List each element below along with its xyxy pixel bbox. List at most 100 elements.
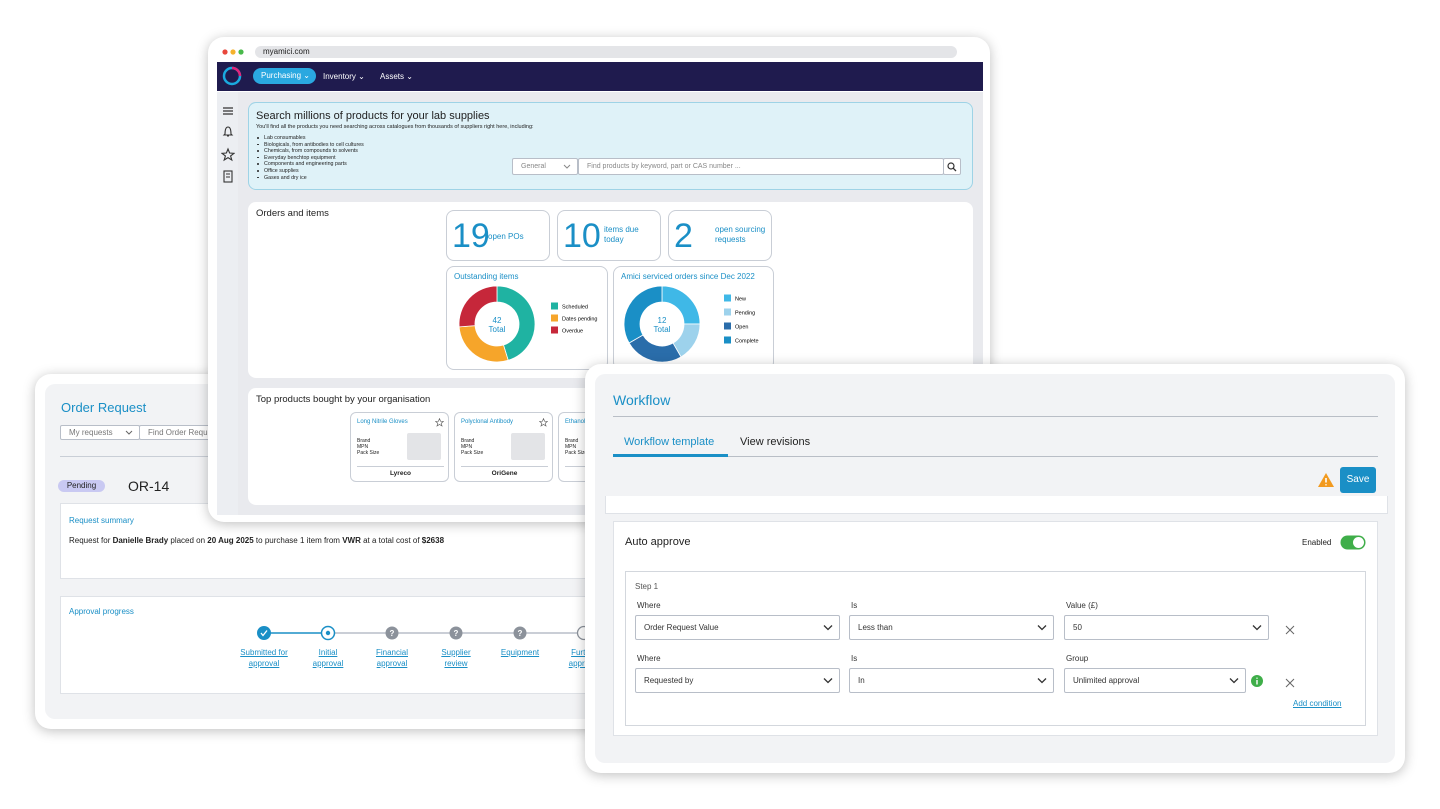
rule-title: Auto approve [625,536,691,548]
chevron-path [823,624,833,630]
remove-icon[interactable] [1285,625,1295,635]
select-value: Order Request Value [644,623,719,632]
legend-label: Pending [735,311,755,317]
select[interactable]: Less than [849,615,1054,640]
select[interactable]: Unlimited approval [1064,668,1246,693]
url: myamici.com [263,47,310,56]
summary-highlight: $2638 [421,536,445,545]
previous-card-edge [605,496,1388,514]
stat-value: 19 [452,217,490,255]
filter-select[interactable]: My requests [60,425,140,440]
chevron [1037,677,1047,683]
chevron [125,430,133,435]
field-label: Where [637,601,661,610]
step-title: Step 1 [635,582,659,591]
divider [613,456,1378,457]
tab[interactable]: View revisions [740,436,811,448]
card-title: Outstanding items [454,272,519,281]
search-placeholder: Find Order Request [148,428,219,437]
chevron [823,677,833,683]
check [260,630,268,637]
step-label[interactable]: Supplier review [441,648,471,668]
select[interactable]: Order Request Value [635,615,840,640]
request-id: OR-14 [128,478,170,494]
toggle[interactable] [1340,535,1366,550]
product-field: Pack Size [357,450,380,456]
summary-part: placed on [168,536,208,545]
search-button[interactable] [943,158,961,175]
star-icon[interactable] [435,418,444,427]
legend-label: New [735,297,746,303]
legend-swatch [551,302,558,310]
product-field: Brand [565,438,579,444]
warning-icon [1318,473,1334,487]
step-label[interactable]: Further approval [568,648,600,668]
select-value: Less than [858,623,893,632]
save-button[interactable]: Save [1340,467,1376,493]
search-placeholder: Find products by keyword, part or CAS nu… [587,163,741,170]
sidebar-icons[interactable] [221,104,235,184]
field-label: Is [851,601,858,610]
select-value: 50 [1073,623,1082,632]
category-text: General [521,163,546,170]
remove-icon[interactable] [1285,678,1295,688]
product-name: Long Nitrile Gloves [357,419,408,425]
info-icon [1251,675,1263,687]
step-label[interactable]: Equipment [500,648,540,657]
legend-label: Open [735,325,748,331]
legend-label: Scheduled [562,305,588,311]
donut-segment [623,285,663,344]
donut-segment [458,285,498,328]
bullet-dot [257,137,259,139]
step-label[interactable]: Initial approval [312,648,344,668]
outstanding-card: Outstanding items Scheduled Dates pending… [446,266,608,370]
select[interactable]: Requested by [635,668,840,693]
nav-assets[interactable]: Assets ⌄ [380,72,413,81]
search-input[interactable]: Find products by keyword, part or CAS nu… [578,158,944,175]
step-label[interactable]: Financial approval [375,648,408,668]
summary-text: Request for Danielle Brady placed on 20 … [69,536,444,545]
title: Order Request [61,400,147,415]
card-title: Amici serviced orders since Dec 2022 [621,272,755,281]
chevron-path [823,677,833,683]
remove-path [1285,625,1295,635]
star-path [539,418,548,427]
bullet-dot [257,156,259,159]
product-field: Pack Size [461,450,484,456]
workflow-window: Workflow Workflow template View revision… [585,364,1405,773]
star-icon[interactable] [539,418,548,427]
select[interactable]: In [849,668,1054,693]
search-icon [947,161,957,171]
step-icon: ? [518,629,523,638]
add-condition[interactable]: Add condition [1293,699,1342,708]
select-value: Unlimited approval [1073,676,1140,685]
product-field: MPN [565,444,577,450]
step-icon: ? [454,629,459,638]
product-field: MPN [461,444,473,450]
tab-underline [613,454,728,457]
product-field: Brand [461,438,475,444]
logo[interactable] [222,66,242,86]
product-name: Ethanol [565,419,586,425]
search-input[interactable]: Find Order Request [139,425,229,440]
tab-active[interactable]: Workflow template [624,436,715,448]
legend-swatch [724,308,731,316]
sidebar [217,92,238,515]
summary-part: Request for [69,536,113,545]
category-select[interactable]: General [512,158,578,175]
nav-purchasing[interactable]: Purchasing ⌄ [253,68,316,84]
summary-part: to purchase 1 item from [253,536,343,545]
stat-label: open POs [488,232,524,241]
step-label[interactable]: Submitted for approval [240,648,288,668]
window-controls [222,49,244,55]
legend-label: Overdue [562,329,583,335]
summary-highlight: VWR [342,536,361,545]
bullet-dot [257,163,259,165]
nav-inventory[interactable]: Inventory ⌄ [323,72,365,81]
donut-segment [661,285,701,325]
address-bar[interactable]: myamici.com [255,46,957,58]
approval-card: Approval progress ??? Submitted for appr… [60,596,622,694]
stat-label: open sourcing requests [715,225,766,244]
select[interactable]: 50 [1064,615,1269,640]
